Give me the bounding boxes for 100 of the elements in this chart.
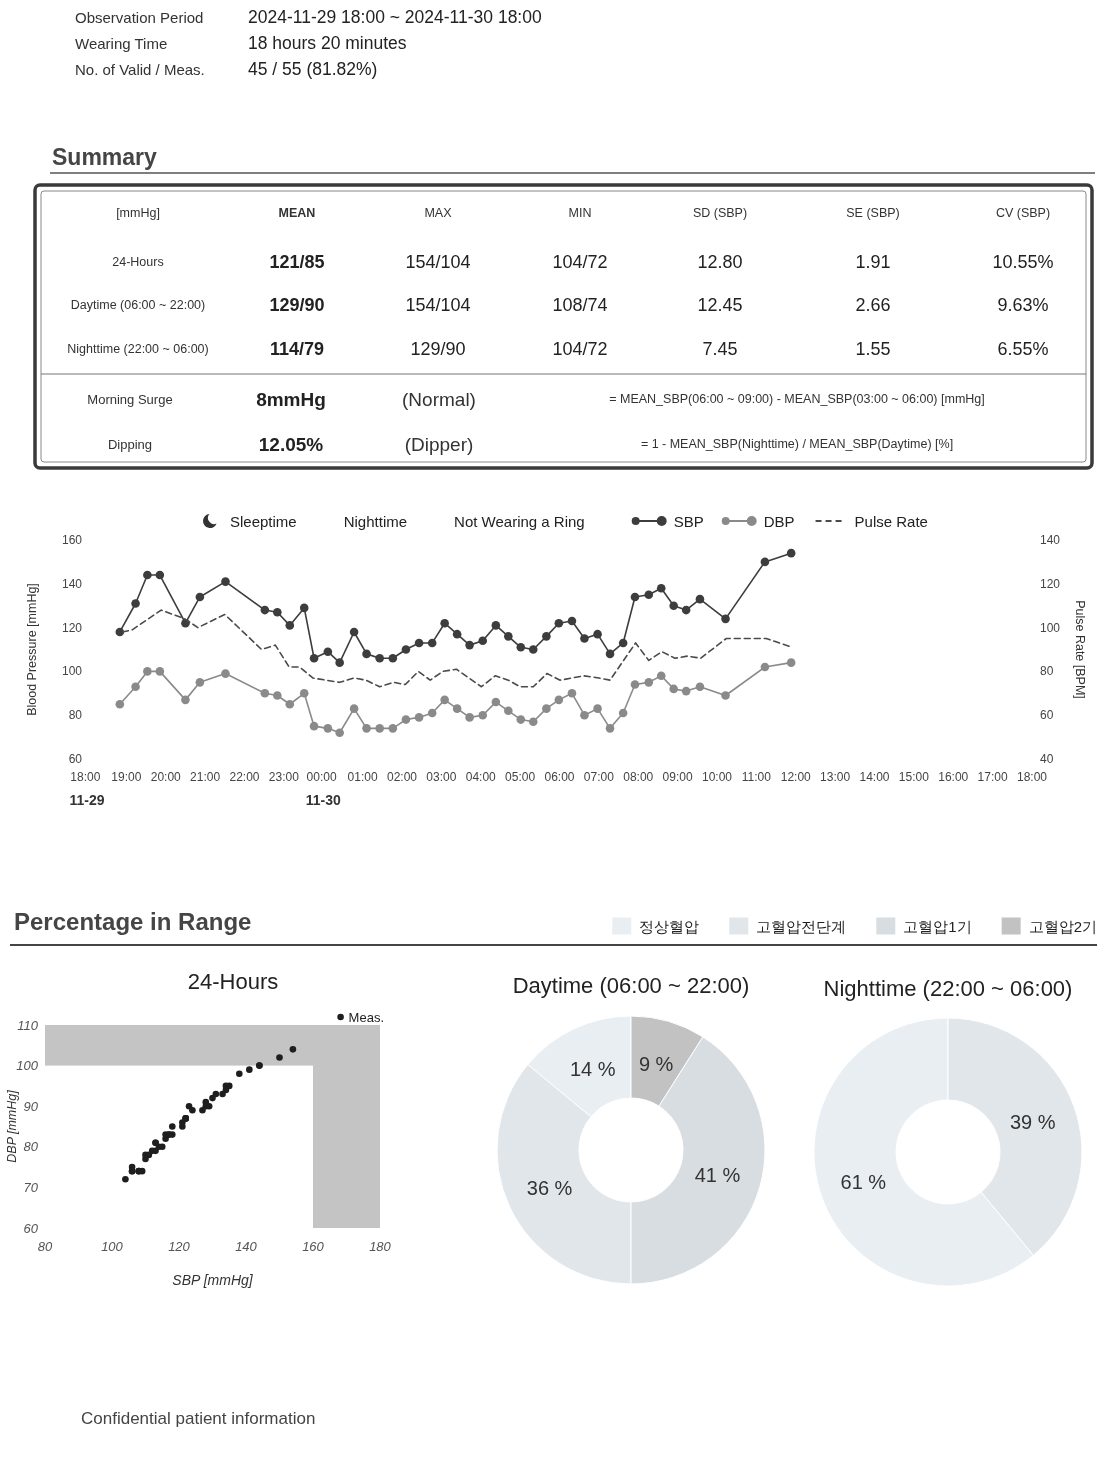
text: Nighttime <box>343 512 408 530</box>
x-tick-label: 12:00 <box>780 770 812 784</box>
text: MAX <box>424 206 453 220</box>
x-axis-title: SBP [mmHg] <box>172 1272 254 1288</box>
x-tick-label: 16:00 <box>938 770 969 784</box>
text: 154/104 <box>405 252 471 272</box>
x-tick-label: 19:00 <box>111 770 142 784</box>
y-tick-label: 110 <box>17 1017 39 1033</box>
chart-title: Percentage in Range <box>14 907 252 935</box>
y-tick-label: 100 <box>61 664 83 679</box>
x-tick-label: 11:00 <box>741 770 772 784</box>
data-label: 9 % <box>638 1052 674 1075</box>
text: Nighttime (22:00 ~ 06:00) <box>67 342 209 356</box>
chart-subtitle: 24-Hours <box>187 968 279 994</box>
data-label: 36 % <box>526 1177 573 1200</box>
text: 18 hours 20 minutes <box>248 33 407 53</box>
x-tick-label: 21:00 <box>190 770 221 784</box>
text: 154/104 <box>405 295 471 315</box>
data-label: 14 % <box>569 1057 616 1080</box>
x-tick-label: 01:00 <box>347 770 378 784</box>
y2-tick-label: 80 <box>1040 664 1054 679</box>
text: Morning Surge <box>87 391 173 407</box>
y2-tick-label: 100 <box>1040 620 1061 635</box>
text: 12.80 <box>697 252 743 272</box>
text: CV (SBP) <box>995 206 1051 220</box>
x-tick-label: 17:00 <box>977 770 1008 784</box>
y-tick-label: 160 <box>61 533 83 547</box>
text: Confidential patient information <box>81 1408 316 1428</box>
text: 2.66 <box>855 295 891 315</box>
legend-label: 고혈압1기 <box>903 917 972 935</box>
text: Wearing Time <box>75 34 168 52</box>
y-tick-label: 60 <box>23 1220 39 1236</box>
text: = 1 - MEAN_SBP(Nighttime) / MEAN_SBP(Daytime) [%] <box>640 437 954 451</box>
text: 8mmHg <box>256 388 326 410</box>
text: 12.05% <box>258 433 324 455</box>
chart-title: Nighttime (22:00 ~ 06:00) <box>823 975 1073 1001</box>
x-tick-label: 10:00 <box>701 770 733 784</box>
x-tick-label: 160 <box>302 1238 325 1254</box>
text: [mmHg] <box>116 206 160 220</box>
y-tick-label: 120 <box>61 620 83 635</box>
x-tick-label: 23:00 <box>268 770 300 784</box>
y-tick-label: 90 <box>23 1098 39 1114</box>
text: 114/79 <box>269 339 325 359</box>
text: 7.45 <box>702 339 738 359</box>
text: SE (SBP) <box>846 206 900 220</box>
data-label: 41 % <box>694 1164 741 1187</box>
x-tick-label: 13:00 <box>820 770 851 784</box>
text: Daytime (06:00 ~ 22:00) <box>70 298 206 312</box>
y2-tick-label: 120 <box>1040 576 1061 591</box>
text: 129/90 <box>410 339 466 359</box>
text: 45 / 55 (81.82%) <box>248 59 378 79</box>
y2-tick-label: 140 <box>1040 533 1061 547</box>
legend-label: Pulse Rate <box>854 512 928 530</box>
text: MIN <box>568 206 592 220</box>
legend-label: 고혈압전단계 <box>756 917 847 935</box>
legend-label: 정상혈압 <box>639 917 700 935</box>
x-tick-label: 18:00 <box>1016 770 1048 784</box>
x-tick-label: 15:00 <box>898 770 930 784</box>
y2-tick-label: 60 <box>1040 708 1054 723</box>
text: 108/74 <box>552 295 608 315</box>
text: 121/85 <box>269 252 325 272</box>
legend-label: DBP <box>763 512 795 530</box>
x-tick-label: 14:00 <box>859 770 890 784</box>
y-tick-label: 80 <box>68 708 83 723</box>
x-tick-label: 140 <box>235 1238 258 1254</box>
text: 1.91 <box>855 252 891 272</box>
x-tick-label: 09:00 <box>662 770 693 784</box>
text: Sleeptime <box>230 512 297 530</box>
x-tick-label: 20:00 <box>150 770 182 784</box>
y-axis-title: Blood Pressure [mmHg] <box>25 583 39 716</box>
text: 104/72 <box>552 252 608 272</box>
x-tick-label: 80 <box>37 1238 53 1254</box>
text: 129/90 <box>269 295 325 315</box>
x-tick-label: 06:00 <box>544 770 575 784</box>
text: 10.55% <box>992 252 1054 272</box>
y-tick-label: 80 <box>23 1139 39 1155</box>
text: 2024-11-29 18:00 ~ 2024-11-30 18:00 <box>248 7 542 27</box>
x-tick-label: 07:00 <box>583 770 615 784</box>
x-tick-label: 18:00 11-29 <box>69 770 105 808</box>
x-tick-label: 100 <box>101 1238 124 1254</box>
x-tick-label: 08:00 <box>623 770 654 784</box>
y-tick-label: 60 <box>68 752 83 766</box>
text: 6.55% <box>997 339 1049 359</box>
text: Daytime (06:00 ~ 22:00) <box>512 972 750 998</box>
legend-label: 고혈압2기 <box>1028 917 1097 935</box>
x-tick-label: 00:00 11-30 <box>305 770 341 808</box>
text: SD (SBP) <box>692 206 748 220</box>
legend-label: Meas. <box>348 1009 385 1025</box>
x-tick-label: 04:00 <box>465 770 497 784</box>
y2-tick-label: 40 <box>1040 752 1054 766</box>
text: Observation Period <box>75 8 204 26</box>
data-label: 39 % <box>1009 1110 1056 1133</box>
text: = MEAN_SBP(06:00 ~ 09:00) - MEAN_SBP(03:00 ~ 06:00) [mmHg] <box>609 392 985 406</box>
x-tick-label: 180 <box>369 1238 392 1254</box>
text: 12.45 <box>697 295 743 315</box>
x-tick-label: 05:00 <box>505 770 536 784</box>
data-label: 61 % <box>840 1171 887 1194</box>
y-tick-label: 100 <box>16 1058 39 1074</box>
text: 24-Hours <box>112 255 164 269</box>
text: 9.63% <box>997 295 1049 315</box>
